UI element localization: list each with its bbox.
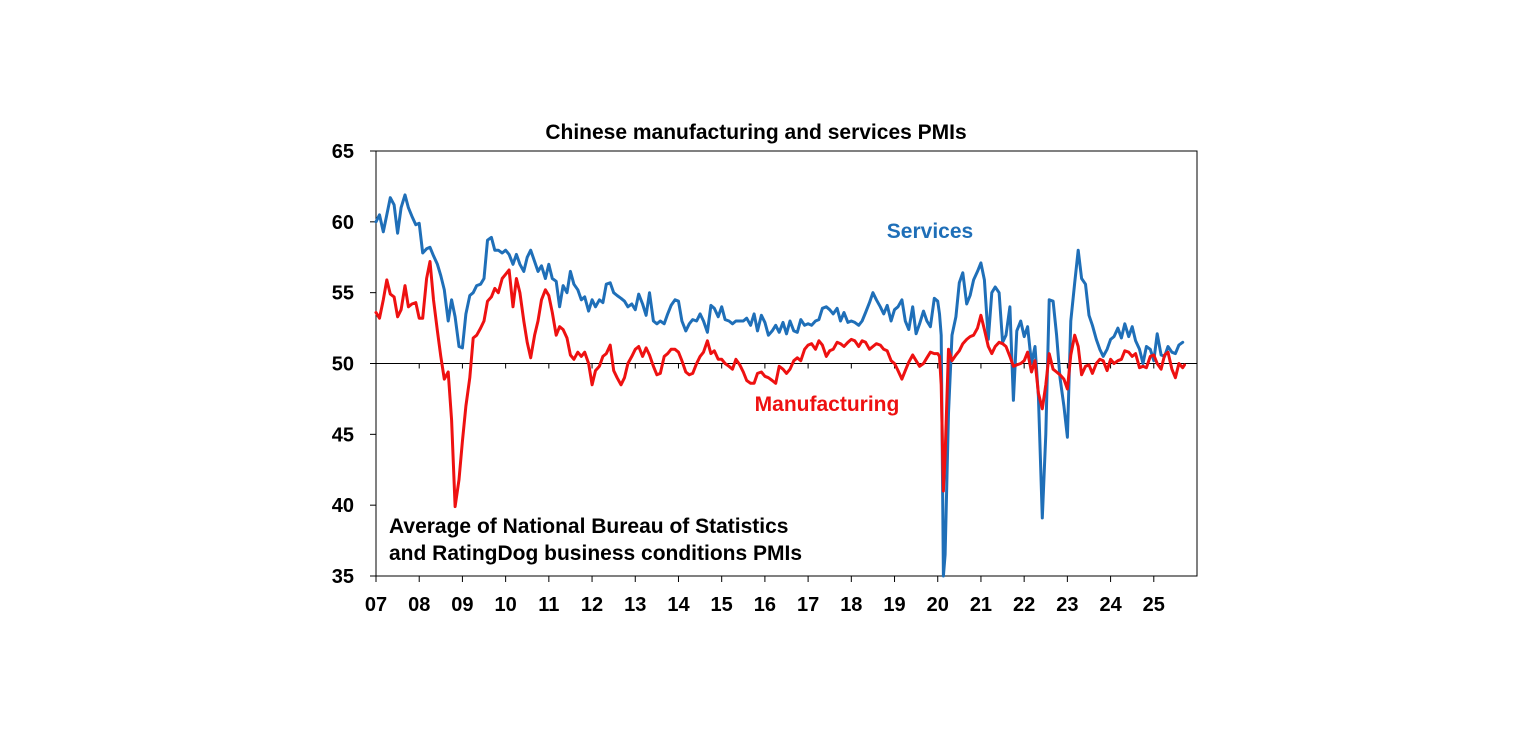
y-tick-label: 65 bbox=[332, 141, 354, 163]
y-tick-label: 35 bbox=[332, 566, 354, 588]
x-tick-label: 17 bbox=[797, 594, 819, 616]
services-series-line bbox=[374, 193, 1185, 578]
y-tick-label: 55 bbox=[332, 283, 354, 305]
x-tick-label: 10 bbox=[495, 594, 517, 616]
y-tick-label: 60 bbox=[332, 212, 354, 234]
x-tick-label: 16 bbox=[754, 594, 776, 616]
x-tick-label: 12 bbox=[581, 594, 603, 616]
x-tick-label: 07 bbox=[365, 594, 387, 616]
x-tick-label: 25 bbox=[1143, 594, 1165, 616]
x-tick-label: 15 bbox=[711, 594, 733, 616]
x-tick-label: 21 bbox=[970, 594, 992, 616]
legend-services-label: Services bbox=[887, 220, 973, 243]
chart-title: Chinese manufacturing and services PMIs bbox=[545, 121, 966, 144]
legend-manufacturing-label: Manufacturing bbox=[755, 393, 900, 416]
annotation-line-1: Average of National Bureau of Statistics bbox=[389, 515, 788, 538]
x-tick-label: 19 bbox=[883, 594, 905, 616]
y-tick-label: 40 bbox=[332, 495, 354, 517]
x-tick-label: 09 bbox=[451, 594, 473, 616]
x-tick-label: 18 bbox=[840, 594, 862, 616]
x-tick-label: 13 bbox=[624, 594, 646, 616]
plot-area: 35 40 45 50 55 60 65 07 08 09 10 11 12 13 14 15 16 17 18 19… bbox=[332, 141, 1198, 616]
x-tick-label: 11 bbox=[538, 594, 559, 616]
x-tick-label: 23 bbox=[1056, 594, 1078, 616]
x-tick-label: 14 bbox=[667, 594, 690, 616]
y-tick-label: 45 bbox=[332, 424, 354, 446]
x-tick-label: 24 bbox=[1099, 594, 1122, 616]
x-tick-label: 20 bbox=[927, 594, 949, 616]
manufacturing-series-line bbox=[374, 260, 1186, 509]
x-tick-label: 08 bbox=[408, 594, 430, 616]
x-tick-label: 22 bbox=[1013, 594, 1035, 616]
y-tick-label: 50 bbox=[332, 354, 354, 376]
annotation-line-2: and RatingDog business conditions PMIs bbox=[389, 542, 802, 565]
